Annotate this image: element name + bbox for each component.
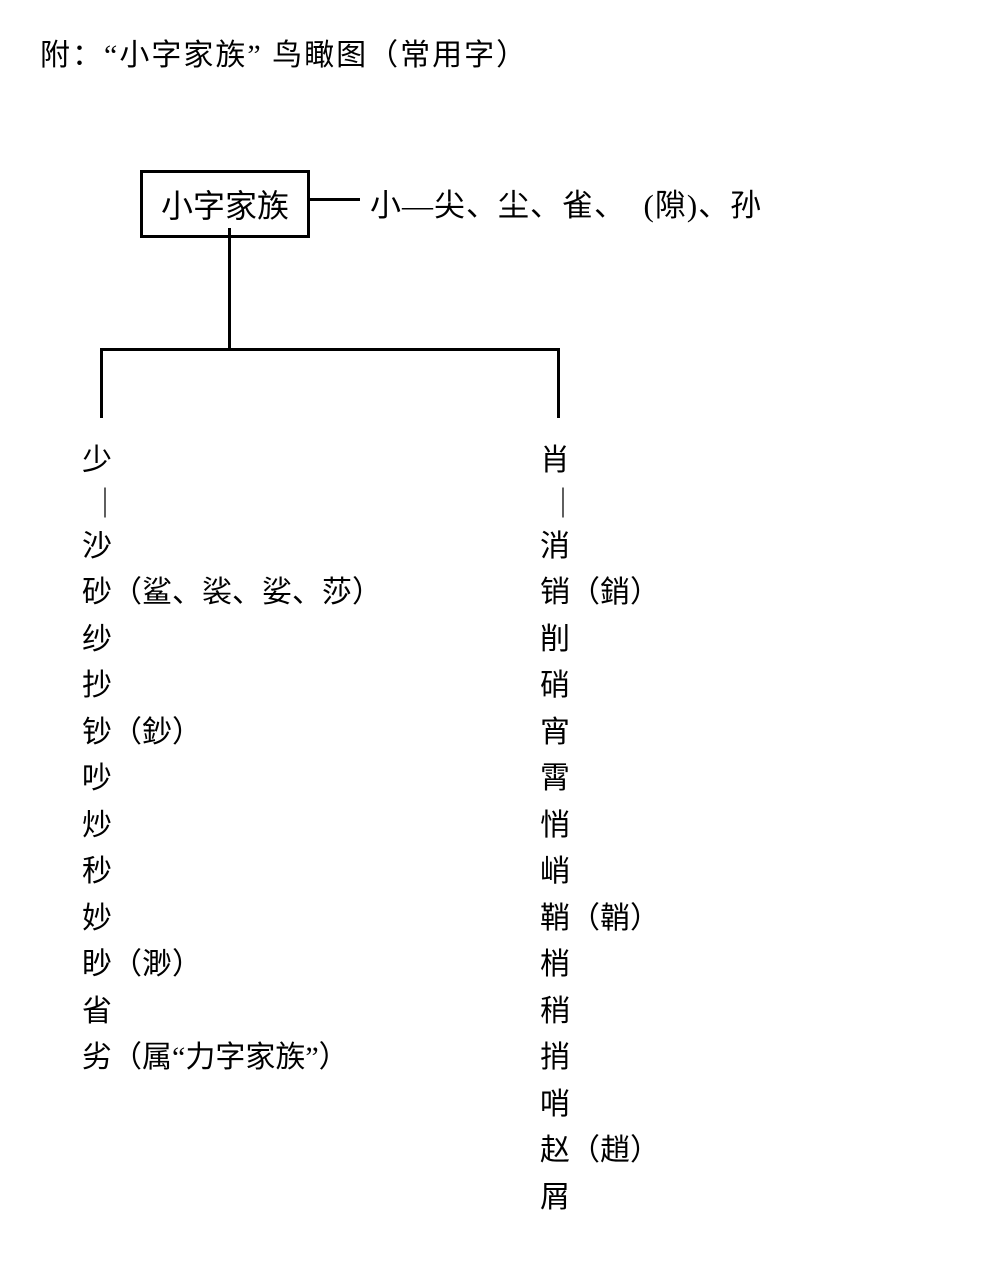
left-column-item: 沙 — [82, 524, 382, 571]
right-column-item: 稍 — [540, 989, 660, 1036]
right-column-item: 消 — [540, 524, 660, 571]
right-column-item: 赵（趙） — [540, 1128, 660, 1175]
root-node-box: 小字家族 — [140, 170, 310, 238]
left-column-item: 砂（鲨、裟、娑、莎） — [82, 570, 382, 617]
right-column-item: 硝 — [540, 663, 660, 710]
right-column-item: 肖 — [540, 438, 660, 485]
left-column-item: 省 — [82, 989, 382, 1036]
left-column-item: 吵 — [82, 756, 382, 803]
left-column-item: 钞（鈔） — [82, 710, 382, 757]
connector-down-left — [100, 348, 103, 418]
left-column-item: 劣（属“力字家族”） — [82, 1035, 382, 1082]
right-column-item: 峭 — [540, 849, 660, 896]
connector-down-right — [557, 348, 560, 418]
right-column-item: 宵 — [540, 710, 660, 757]
right-column: 肖｜消销（銷）削硝宵霄悄峭鞘（韒）梢稍捎哨赵（趙）屑 — [540, 438, 660, 1221]
left-column-item: 眇（渺） — [82, 942, 382, 989]
left-column: 少｜沙砂（鲨、裟、娑、莎）纱抄钞（鈔）吵炒秒妙眇（渺）省劣（属“力字家族”） — [82, 438, 382, 1082]
right-column-item: 捎 — [540, 1035, 660, 1082]
connector-horizontal-split — [100, 348, 560, 351]
page-title: 附：“小字家族” 鸟瞰图（常用字） — [40, 30, 528, 74]
right-column-item: 霄 — [540, 756, 660, 803]
right-column-item: 销（銷） — [540, 570, 660, 617]
left-column-item: 秒 — [82, 849, 382, 896]
right-column-item: 悄 — [540, 803, 660, 850]
left-column-item: 妙 — [82, 896, 382, 943]
right-column-item: 削 — [540, 617, 660, 664]
left-column-item: ｜ — [82, 485, 382, 524]
connector-root-down — [228, 228, 231, 348]
connector-root-right — [310, 198, 360, 201]
left-column-item: 抄 — [82, 663, 382, 710]
right-column-item: 鞘（韒） — [540, 896, 660, 943]
right-column-item: 哨 — [540, 1082, 660, 1129]
right-column-item: 梢 — [540, 942, 660, 989]
root-right-text: 小—尖、尘、雀、 (隙)、孙 — [370, 180, 762, 225]
left-column-item: 少 — [82, 438, 382, 485]
right-column-item: ｜ — [540, 485, 660, 524]
left-column-item: 纱 — [82, 617, 382, 664]
left-column-item: 炒 — [82, 803, 382, 850]
root-node-label: 小字家族 — [161, 188, 289, 224]
right-column-item: 屑 — [540, 1175, 660, 1222]
